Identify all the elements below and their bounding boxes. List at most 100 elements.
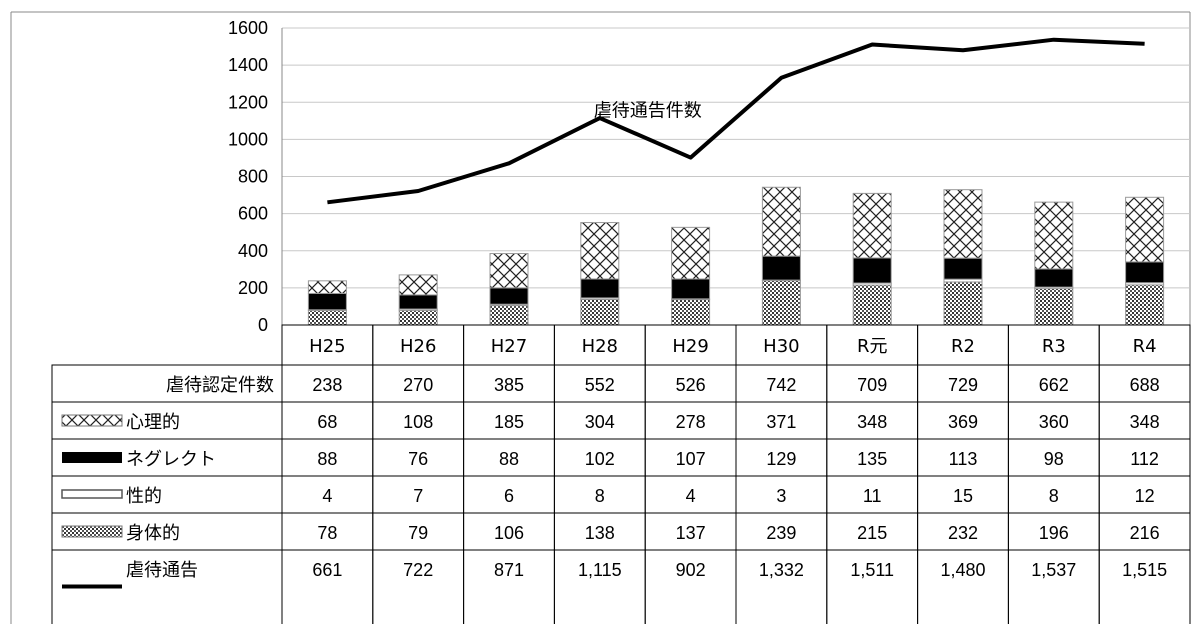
y-tick-label: 600 bbox=[238, 204, 268, 224]
data-cell-value: 185 bbox=[494, 412, 524, 432]
data-cell-value: 102 bbox=[585, 449, 615, 469]
data-cell-value: 871 bbox=[494, 560, 524, 580]
data-cell-value: 112 bbox=[1130, 449, 1159, 469]
bar-neglect bbox=[943, 257, 983, 280]
y-tick-label: 400 bbox=[238, 241, 268, 261]
data-cell-value: 1,515 bbox=[1122, 560, 1167, 580]
data-cell-value: 742 bbox=[766, 375, 796, 395]
data-cell-value: 232 bbox=[948, 523, 978, 543]
data-cell-value: 1,537 bbox=[1031, 560, 1076, 580]
data-cell-value: 106 bbox=[494, 523, 524, 543]
row-label: 虐待通告 bbox=[126, 560, 198, 581]
data-cell bbox=[1098, 549, 1191, 624]
row-label: ネグレクト bbox=[126, 449, 216, 470]
data-cell-value: 8 bbox=[1049, 486, 1059, 506]
bar-neglect bbox=[852, 257, 892, 284]
y-tick-label: 1600 bbox=[228, 18, 268, 38]
bar-neglect bbox=[671, 278, 711, 300]
data-cell-value: 552 bbox=[585, 375, 615, 395]
data-cell-value: 709 bbox=[857, 375, 887, 395]
data-cell-value: 661 bbox=[312, 560, 342, 580]
data-cell-value: 78 bbox=[317, 523, 337, 543]
data-cell-value: 239 bbox=[766, 523, 796, 543]
line-annotation: 虐待通告件数 bbox=[594, 100, 702, 121]
data-cell-value: 4 bbox=[322, 486, 332, 506]
data-cell-value: 68 bbox=[317, 412, 337, 432]
bar-neglect bbox=[761, 255, 801, 281]
data-cell-value: 902 bbox=[676, 560, 706, 580]
row-label: 性的 bbox=[126, 486, 162, 507]
y-tick-label: 1000 bbox=[228, 129, 268, 149]
y-tick-label: 200 bbox=[238, 278, 268, 298]
data-cell-value: 688 bbox=[1130, 375, 1160, 395]
x-tick-label: R2 bbox=[951, 336, 975, 357]
bar-psychological bbox=[398, 274, 438, 296]
data-cell-value: 371 bbox=[766, 412, 796, 432]
row-label: 心理的 bbox=[126, 412, 180, 433]
data-cell-value: 79 bbox=[408, 523, 428, 543]
data-cell-value: 216 bbox=[1130, 523, 1160, 543]
bar-physical bbox=[761, 280, 801, 326]
bar-psychological bbox=[307, 280, 347, 294]
y-tick-label: 0 bbox=[258, 315, 268, 335]
x-tick-label: R4 bbox=[1133, 336, 1157, 357]
data-cell-value: 15 bbox=[953, 486, 973, 506]
legend-swatch-neglect bbox=[62, 452, 122, 463]
data-cell-value: 270 bbox=[403, 375, 433, 395]
data-cell-value: 196 bbox=[1039, 523, 1069, 543]
bar-physical bbox=[489, 304, 529, 326]
bar-physical bbox=[1034, 288, 1074, 326]
data-cell-value: 137 bbox=[676, 523, 706, 543]
data-cell-value: 729 bbox=[948, 375, 978, 395]
legend-swatch-physical bbox=[61, 525, 123, 538]
data-cell-value: 7 bbox=[413, 486, 423, 506]
y-tick-label: 1400 bbox=[228, 55, 268, 75]
data-cell-value: 369 bbox=[948, 412, 978, 432]
data-cell-value: 1,511 bbox=[850, 560, 894, 580]
bar-psychological bbox=[489, 253, 529, 289]
data-cell-value: 1,115 bbox=[578, 560, 622, 580]
bar-physical bbox=[671, 299, 711, 326]
bar-physical bbox=[943, 281, 983, 326]
data-cell-value: 12 bbox=[1135, 486, 1155, 506]
data-cell-value: 722 bbox=[403, 560, 433, 580]
data-cell-value: 238 bbox=[312, 375, 342, 395]
data-cell-value: 4 bbox=[686, 486, 696, 506]
x-tick-label: R元 bbox=[857, 336, 888, 357]
x-tick-label: H25 bbox=[309, 336, 345, 357]
x-tick-label: R3 bbox=[1042, 336, 1066, 357]
bar-psychological bbox=[1125, 196, 1165, 263]
bar-neglect bbox=[1125, 261, 1165, 284]
data-cell-value: 348 bbox=[857, 412, 887, 432]
row-label: 身体的 bbox=[126, 523, 180, 544]
x-tick-label: H26 bbox=[400, 336, 436, 357]
row-label: 虐待認定件数 bbox=[166, 375, 274, 396]
data-cell-value: 348 bbox=[1130, 412, 1160, 432]
data-cell-value: 108 bbox=[403, 412, 433, 432]
bar-neglect bbox=[580, 278, 620, 299]
bar-psychological bbox=[1034, 201, 1074, 270]
x-tick-label: H29 bbox=[672, 336, 708, 357]
data-cell-value: 1,480 bbox=[940, 560, 985, 580]
bar-neglect bbox=[398, 294, 438, 310]
data-cell-value: 662 bbox=[1039, 375, 1069, 395]
y-tick-label: 1200 bbox=[228, 92, 268, 112]
data-cell-value: 360 bbox=[1039, 412, 1069, 432]
x-tick-label: H27 bbox=[491, 336, 527, 357]
data-cell-value: 385 bbox=[494, 375, 524, 395]
data-cell-value: 11 bbox=[863, 486, 882, 506]
data-cell-value: 88 bbox=[317, 449, 337, 469]
data-cell-value: 526 bbox=[676, 375, 706, 395]
line-reports bbox=[327, 37, 1145, 205]
bar-psychological bbox=[671, 226, 711, 280]
data-cell-value: 76 bbox=[408, 449, 428, 469]
legend-swatch-sexual bbox=[61, 489, 123, 499]
data-cell-value: 135 bbox=[857, 449, 887, 469]
data-cell-value: 88 bbox=[499, 449, 519, 469]
bar-psychological bbox=[761, 186, 801, 257]
plot-area: 0 200 400 600 800 1000 1200 1400 1600 虐待通告件数 bbox=[10, 11, 1191, 624]
bar-neglect bbox=[307, 292, 347, 311]
data-cell-value: 3 bbox=[776, 486, 786, 506]
data-cell-value: 8 bbox=[595, 486, 605, 506]
x-tick-label: H30 bbox=[763, 336, 799, 357]
